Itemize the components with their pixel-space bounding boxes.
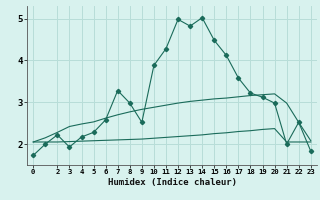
X-axis label: Humidex (Indice chaleur): Humidex (Indice chaleur) bbox=[108, 178, 236, 187]
